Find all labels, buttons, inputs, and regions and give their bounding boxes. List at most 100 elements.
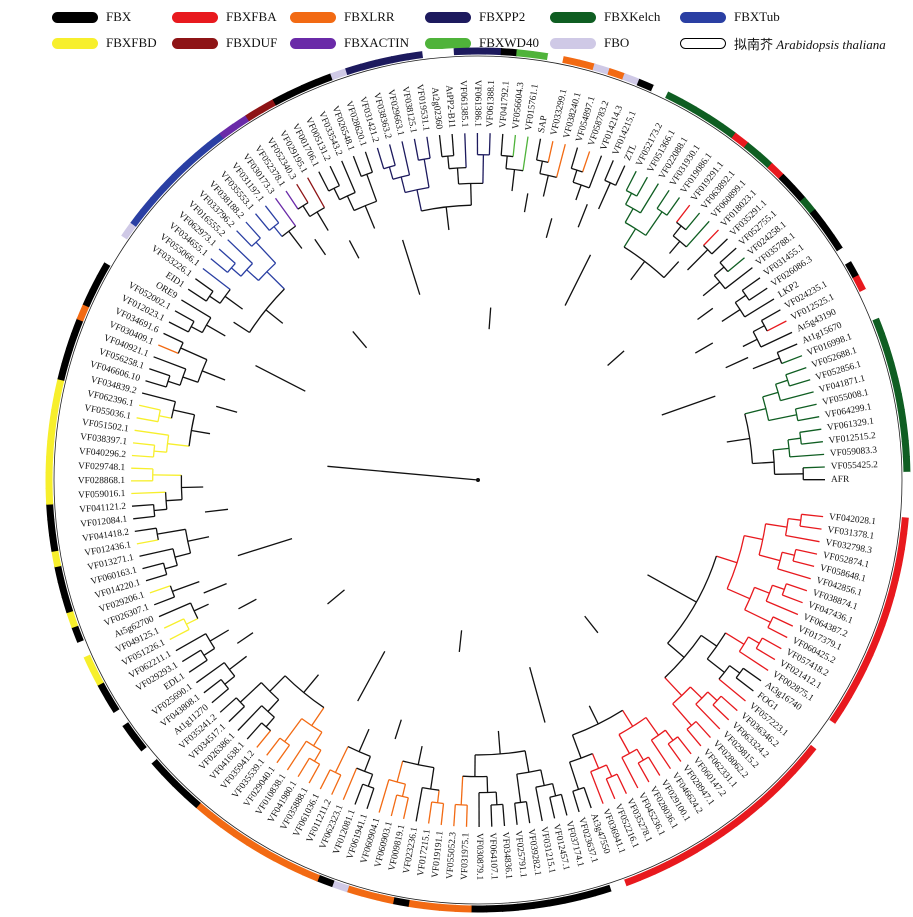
- ring-segment: [48, 409, 59, 427]
- legend-item-fbxkelch: FBXKelch: [550, 8, 660, 26]
- branch-radial: [618, 734, 631, 754]
- ring-segment: [46, 440, 55, 458]
- branch-arc: [162, 562, 168, 575]
- branch-arc: [356, 767, 373, 775]
- branch-radial: [495, 792, 498, 805]
- branch-radial: [721, 309, 741, 322]
- branch-radial: [570, 147, 579, 169]
- branch-radial: [400, 176, 406, 193]
- ring-segment: [883, 593, 895, 612]
- branch-radial: [312, 731, 323, 747]
- branch-radial: [173, 409, 195, 416]
- branch-radial: [799, 428, 822, 433]
- ring-segment: [57, 362, 69, 381]
- branch-radial: [661, 395, 716, 416]
- ring-segment: [743, 142, 762, 159]
- ring-segment: [756, 790, 774, 808]
- branch-radial: [768, 414, 797, 422]
- branch-radial: [739, 650, 769, 671]
- leaf-label: VF030879.1: [474, 833, 484, 880]
- branch-radial: [402, 797, 409, 820]
- branch-radial: [575, 184, 582, 201]
- ring-segment: [877, 332, 891, 351]
- branch-radial: [172, 580, 200, 593]
- branch-radial: [367, 774, 374, 787]
- branch-radial: [218, 248, 236, 264]
- ring-segment: [636, 78, 655, 92]
- ring-segment: [57, 580, 69, 599]
- branch-radial: [777, 343, 798, 354]
- ring-segment: [51, 393, 62, 412]
- branch-radial: [313, 749, 322, 762]
- branch-radial: [486, 776, 489, 793]
- ring-segment: [220, 821, 238, 838]
- branch-radial: [647, 574, 697, 603]
- branch-radial: [163, 332, 184, 344]
- branch-radial: [201, 370, 226, 381]
- branch-radial: [624, 208, 634, 223]
- leaf-label: VF029748.1: [78, 462, 126, 474]
- ring-segment: [897, 532, 908, 551]
- branch-radial: [265, 716, 275, 728]
- ring-segment: [182, 152, 201, 169]
- ring-segment: [706, 829, 725, 845]
- ring-segment: [183, 791, 201, 809]
- branch-radial: [744, 534, 763, 541]
- branch-radial: [482, 154, 485, 184]
- branch-radial: [158, 344, 179, 354]
- ring-segment: [219, 123, 238, 140]
- branch-radial: [401, 239, 421, 295]
- ring-segment: [207, 812, 226, 828]
- branch-radial: [621, 757, 639, 789]
- ring-segment: [76, 303, 90, 322]
- branch-radial: [761, 309, 781, 322]
- branch-radial: [308, 763, 321, 784]
- branch-radial: [766, 320, 787, 332]
- branch-radial: [716, 555, 738, 564]
- legend-item-ath: 拟南芥 Arabidopsis thaliana: [680, 34, 886, 52]
- branch-radial: [265, 309, 284, 324]
- branch-arc: [431, 801, 444, 805]
- branch-arc: [396, 794, 409, 799]
- branch-radial: [314, 238, 327, 256]
- branch-radial: [358, 728, 370, 752]
- ring-segment: [768, 779, 785, 797]
- branch-radial: [535, 787, 543, 822]
- ring-segment: [607, 67, 626, 81]
- branch-arc: [248, 288, 285, 333]
- branch-radial: [720, 695, 738, 712]
- ring-segment: [316, 874, 335, 888]
- branch-radial: [765, 523, 788, 528]
- branch-arc: [201, 317, 212, 333]
- branch-radial: [765, 600, 799, 616]
- ring-segment: [130, 733, 147, 752]
- branch-radial: [713, 266, 725, 276]
- branch-radial: [581, 151, 591, 173]
- branch-radial: [195, 278, 214, 292]
- branch-arc: [165, 435, 170, 453]
- branch-radial: [645, 211, 663, 236]
- branch-radial: [316, 211, 329, 231]
- branch-arc: [777, 552, 783, 570]
- legend-label: FBO: [604, 35, 630, 50]
- branch-radial: [775, 379, 788, 385]
- branch-radial: [726, 588, 751, 600]
- ring-segment: [623, 874, 642, 887]
- branch-radial: [672, 225, 682, 237]
- branch-radial: [181, 649, 202, 663]
- branch-radial: [139, 548, 174, 557]
- branch-radial: [131, 503, 154, 507]
- branch-radial: [780, 391, 814, 402]
- branch-radial: [230, 267, 242, 277]
- ring-segment: [375, 56, 394, 67]
- branch-arc: [703, 245, 713, 255]
- branch-radial: [331, 774, 342, 795]
- branch-radial: [664, 677, 683, 697]
- branch-radial: [133, 515, 155, 520]
- branch-radial: [169, 628, 190, 641]
- branch-radial: [786, 583, 808, 592]
- branch-radial: [572, 791, 580, 813]
- branch-arc: [637, 756, 649, 764]
- branch-radial: [342, 767, 358, 801]
- ring-segment: [70, 318, 84, 337]
